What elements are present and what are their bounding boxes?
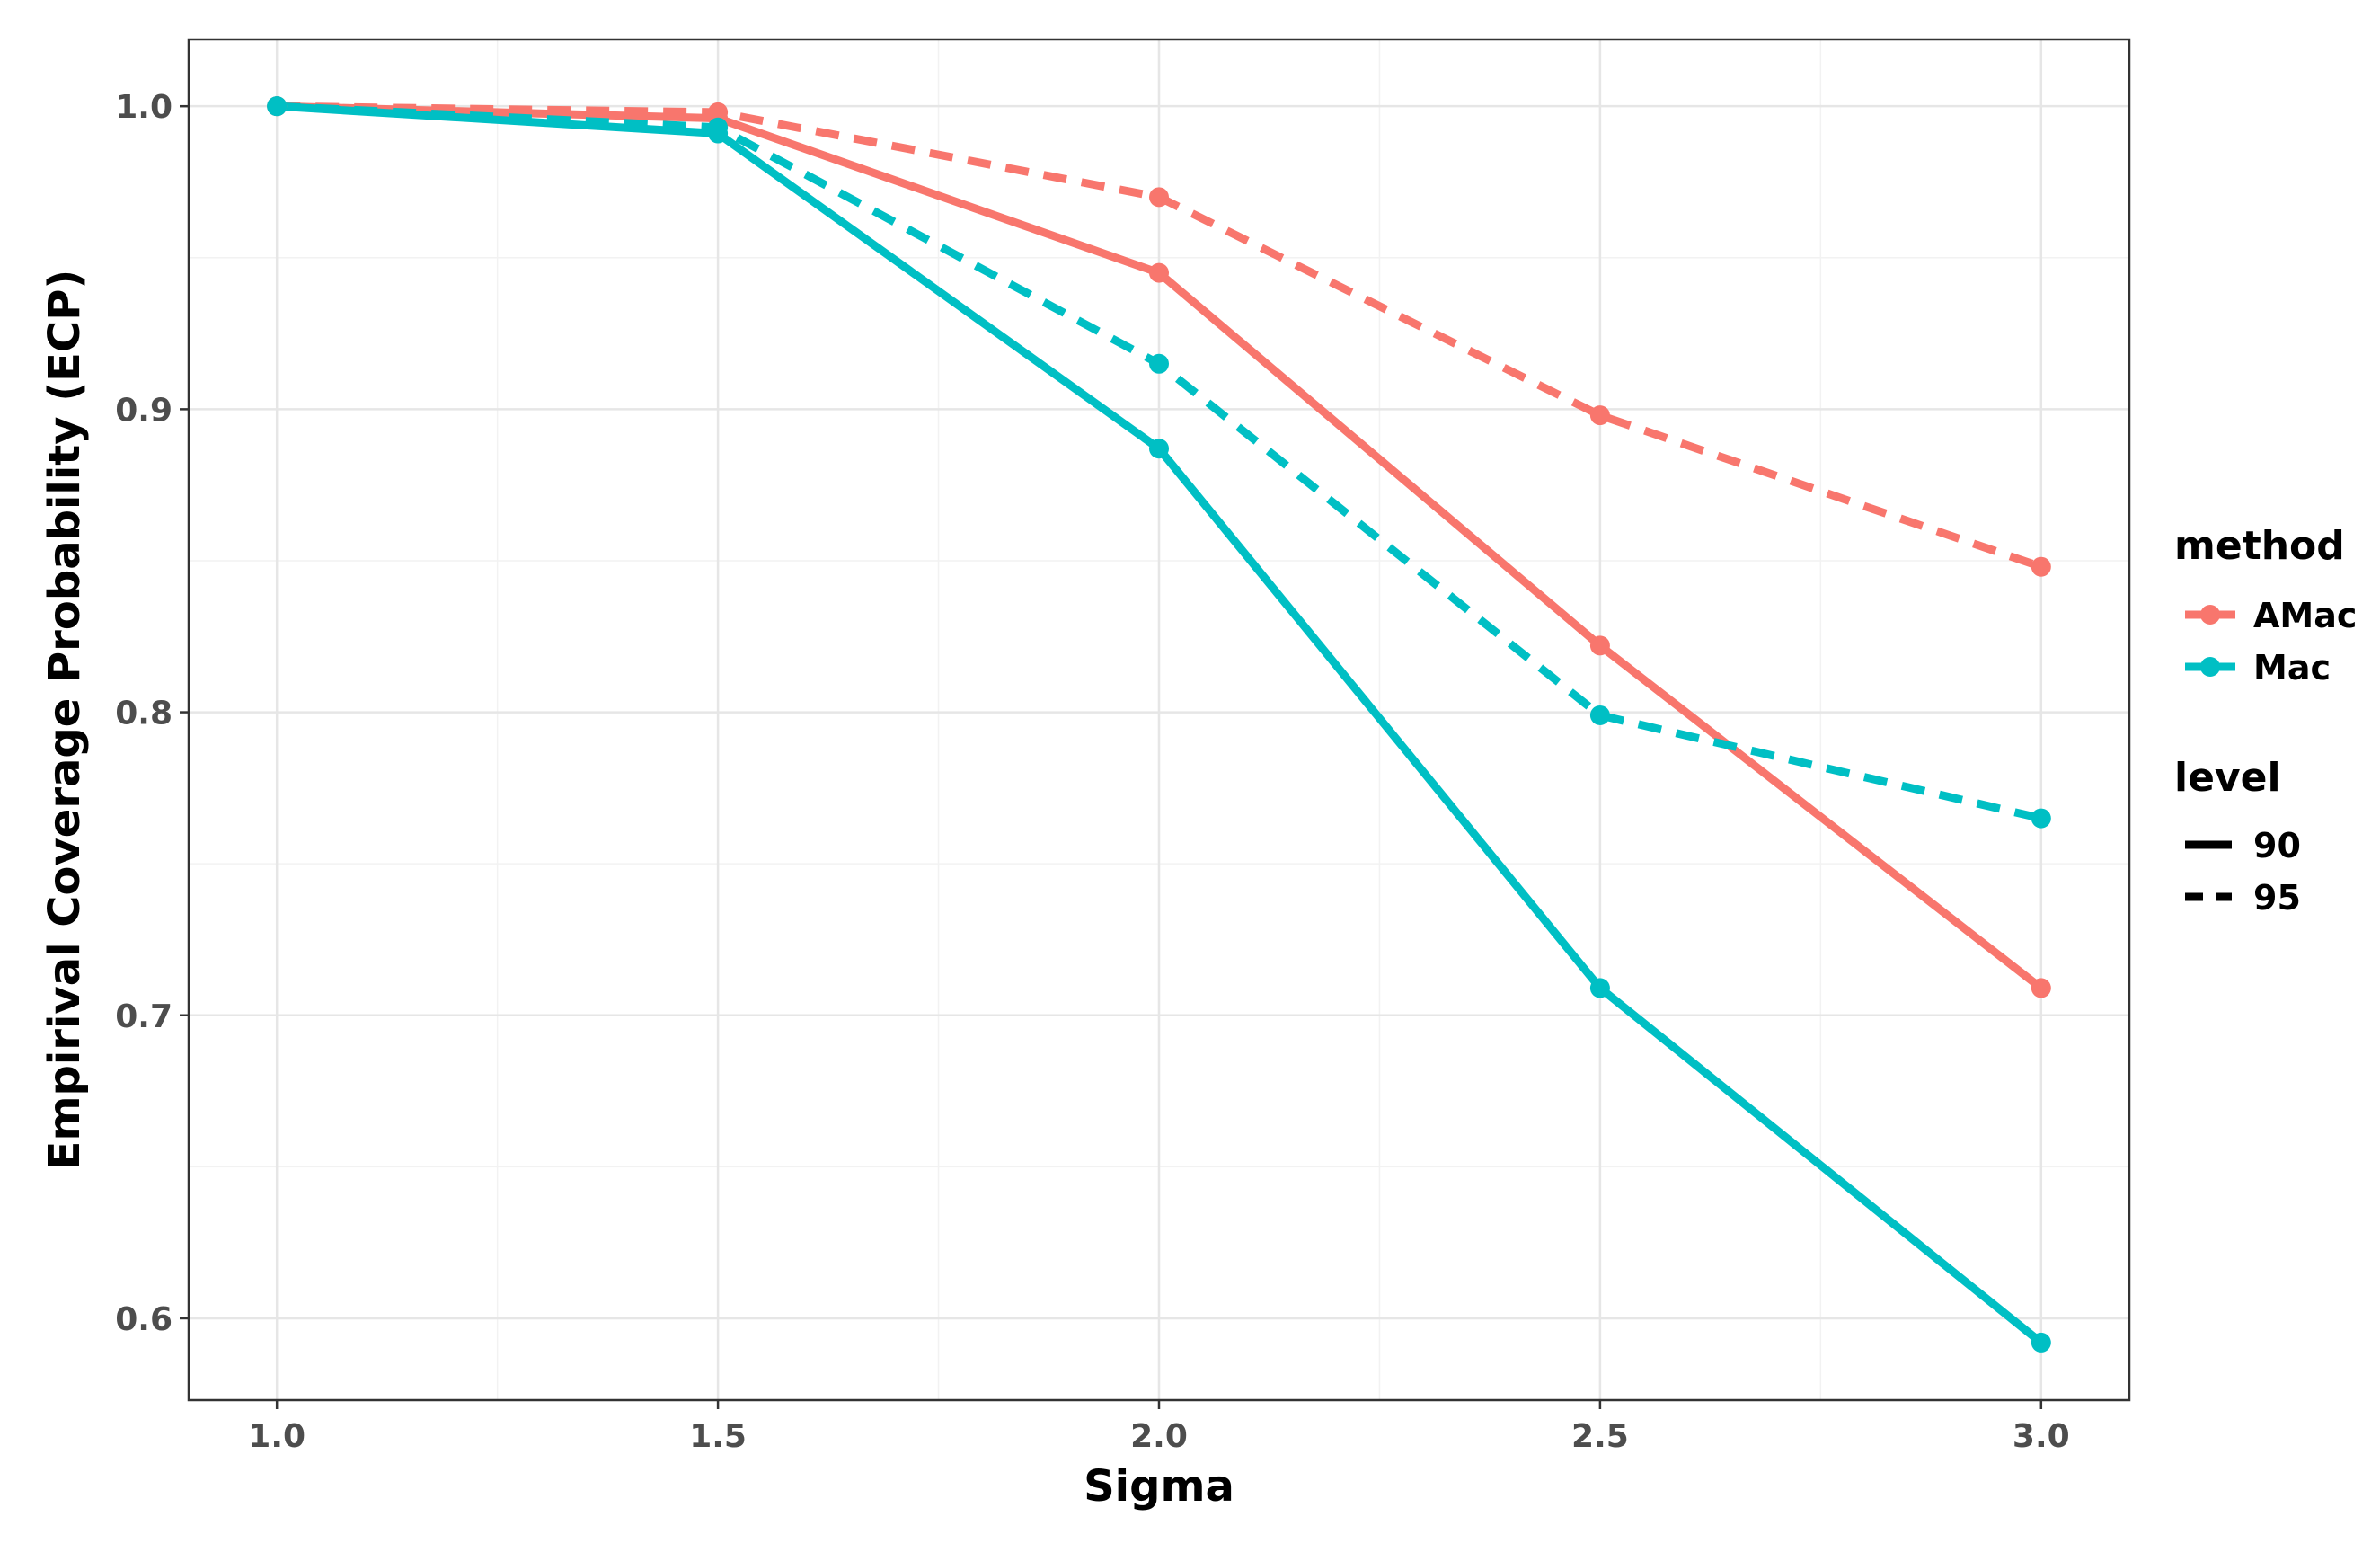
y-tick-label: 0.8 (115, 696, 173, 732)
legend-title-method: method (2174, 523, 2345, 569)
data-point-mac-90 (1149, 439, 1169, 459)
data-point-amac-95 (708, 102, 729, 122)
x-tick-label: 1.5 (689, 1418, 747, 1455)
plot-series (267, 96, 2051, 1353)
legend-title-level: level (2174, 755, 2281, 801)
axis-ticks: 1.0 1.5 2.0 2.5 3.0 0.6 0.7 0.8 0.9 1.0 (115, 89, 2069, 1455)
y-tick-label: 0.9 (115, 392, 173, 429)
data-point-mac-95 (1589, 705, 1610, 725)
data-point-amac-90 (1589, 635, 1610, 656)
x-tick-label: 2.0 (1130, 1418, 1188, 1455)
y-axis-title: Empirival Coverage Probability (ECP) (40, 270, 90, 1171)
x-tick-label: 3.0 (2013, 1418, 2070, 1455)
y-tick-label: 0.7 (115, 998, 173, 1035)
data-point-amac-95 (1589, 405, 1610, 426)
y-tick-label: 0.6 (115, 1301, 173, 1338)
data-point-amac-95 (2031, 556, 2051, 577)
data-point-mac-95 (1149, 353, 1169, 374)
legend-key-point (2200, 657, 2220, 677)
data-point-mac-95 (2031, 808, 2051, 829)
data-point-amac-90 (2031, 978, 2051, 998)
y-tick-label: 1.0 (115, 89, 173, 126)
legend: method AMac Mac level 90 95 (2174, 523, 2357, 918)
data-point-amac-90 (1149, 262, 1169, 283)
legend-key-point (2200, 605, 2220, 625)
legend-label-level: 95 (2253, 878, 2301, 918)
x-tick-label: 2.5 (1571, 1418, 1629, 1455)
x-axis-title: Sigma (1084, 1461, 1234, 1512)
data-point-mac-90 (2031, 1332, 2051, 1353)
data-point-mac-90 (1589, 978, 1610, 998)
data-point-mac-95 (267, 96, 288, 117)
x-tick-label: 1.0 (248, 1418, 305, 1455)
legend-label-method: Mac (2253, 648, 2331, 687)
legend-label-method: AMac (2253, 596, 2357, 635)
data-point-mac-95 (708, 117, 729, 137)
grid-lines (189, 40, 2129, 1400)
legend-label-level: 90 (2253, 826, 2301, 865)
data-point-amac-95 (1149, 187, 1169, 208)
